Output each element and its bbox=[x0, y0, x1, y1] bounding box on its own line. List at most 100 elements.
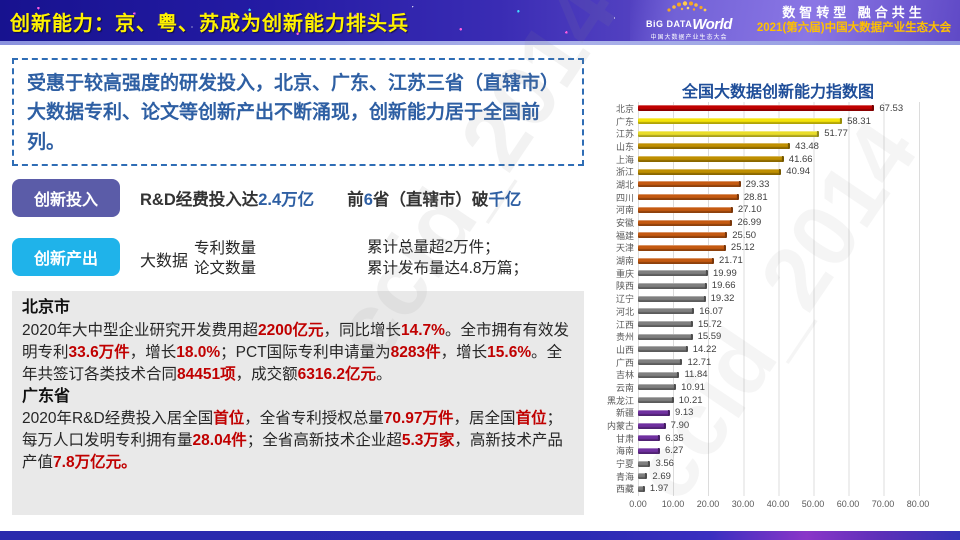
chart-row: 甘肃 6.35 bbox=[602, 432, 958, 445]
bar-area: 6.35 bbox=[638, 433, 954, 444]
chart-row: 上海 41.66 bbox=[602, 153, 958, 166]
bar-area: 19.99 bbox=[638, 268, 954, 279]
bar-area: 25.12 bbox=[638, 242, 954, 253]
chart-row: 湖南 21.71 bbox=[602, 254, 958, 267]
value-label: 29.33 bbox=[745, 178, 770, 190]
output-stack-item: 专利数量 bbox=[194, 239, 257, 257]
bar-area: 58.31 bbox=[638, 116, 954, 127]
bar-area: 67.53 bbox=[638, 103, 954, 114]
bar-area: 51.77 bbox=[638, 128, 954, 139]
text-segment: 2200亿元 bbox=[257, 321, 324, 339]
bar-area: 19.66 bbox=[638, 280, 954, 291]
value-bar bbox=[638, 308, 695, 315]
bar-area: 14.22 bbox=[638, 344, 954, 355]
text-segment: 18.0% bbox=[176, 343, 221, 361]
output-result-item: 累计发布量达4.8万篇； bbox=[367, 260, 529, 277]
chart-row: 陕西 19.66 bbox=[602, 280, 958, 293]
province-label: 海南 bbox=[615, 446, 634, 457]
chart-row: 贵州 15.59 bbox=[602, 330, 958, 343]
province-label: 新疆 bbox=[615, 408, 634, 419]
text-segment: ，全省专利授权总量 bbox=[244, 410, 384, 428]
innovation-input-chip: 创新投入 bbox=[12, 179, 120, 217]
value-label: 10.91 bbox=[681, 381, 705, 393]
value-bar bbox=[638, 130, 820, 137]
chart-row: 天津 25.12 bbox=[602, 242, 958, 255]
province-label: 河南 bbox=[615, 205, 634, 216]
value-label: 27.10 bbox=[737, 204, 762, 216]
value-label: 43.48 bbox=[795, 140, 819, 152]
value-label: 41.66 bbox=[788, 153, 813, 165]
text-segment: 2020年大中型企业研究开发费用超 bbox=[22, 321, 258, 339]
header-bar: 创新能力：京、粤、苏成为创新能力排头兵 BiG DATAWorld 中国大数据产… bbox=[0, 0, 960, 45]
bar-area: 16.07 bbox=[638, 306, 954, 317]
bar-area: 3.56 bbox=[638, 458, 954, 469]
value-label: 19.99 bbox=[712, 267, 737, 279]
province-label: 甘肃 bbox=[615, 433, 634, 444]
value-bar bbox=[638, 384, 677, 391]
text-segment: 。 bbox=[376, 365, 392, 383]
province-label: 宁夏 bbox=[615, 459, 634, 470]
bar-area: 9.13 bbox=[638, 407, 954, 418]
value-bar bbox=[638, 460, 651, 467]
summary-box: 受惠于较高强度的研发投入，北京、广东、江苏三省（直辖市）大数据专利、论文等创新产… bbox=[12, 58, 584, 166]
value-bar bbox=[638, 321, 694, 328]
bar-area: 15.59 bbox=[638, 331, 954, 342]
value-bar bbox=[638, 295, 706, 302]
province-label: 陕西 bbox=[615, 281, 634, 292]
value-label: 10.21 bbox=[678, 394, 703, 406]
province-label: 上海 bbox=[615, 154, 634, 165]
value-label: 6.27 bbox=[664, 445, 684, 457]
header-right-panel: BiG DATAWorld 中国大数据产业生态大会 数智转型 融合共生 2021… bbox=[630, 0, 960, 41]
bar-area: 6.27 bbox=[638, 445, 954, 456]
text-segment: ，居全国 bbox=[453, 410, 516, 428]
chart-row: 河南 27.10 bbox=[602, 204, 958, 217]
province-label: 辽宁 bbox=[615, 294, 634, 305]
chart-row: 新疆 9.13 bbox=[602, 407, 958, 420]
province-label: 浙江 bbox=[615, 167, 634, 178]
value-bar bbox=[638, 244, 726, 251]
value-bar bbox=[638, 346, 688, 353]
chart-row: 广东 58.31 bbox=[602, 115, 958, 128]
value-label: 25.50 bbox=[732, 229, 757, 241]
chart-row: 河北 16.07 bbox=[602, 305, 958, 318]
chart-title: 全国大数据创新能力指数图 bbox=[681, 84, 874, 101]
bar-area: 28.81 bbox=[638, 192, 954, 203]
value-label: 19.66 bbox=[711, 280, 736, 292]
value-bar bbox=[638, 219, 733, 226]
value-label: 15.59 bbox=[697, 331, 722, 343]
chart-row: 浙江 40.94 bbox=[602, 165, 958, 178]
value-label: 26.99 bbox=[737, 217, 762, 229]
bar-area: 43.48 bbox=[638, 141, 954, 152]
province-label: 广东 bbox=[615, 116, 634, 127]
text-segment: 2.4万亿 bbox=[258, 191, 315, 209]
province-label: 云南 bbox=[615, 382, 634, 393]
province-label: 湖北 bbox=[615, 179, 634, 190]
value-label: 16.07 bbox=[699, 305, 724, 317]
text-segment: 33.6万件 bbox=[68, 343, 130, 361]
text-segment: 7.8万亿元。 bbox=[53, 454, 137, 472]
value-bar bbox=[638, 181, 741, 188]
logo-dots-icon bbox=[667, 0, 707, 12]
province-label: 天津 bbox=[615, 243, 634, 254]
chart-row: 辽宁 19.32 bbox=[602, 292, 958, 305]
logo-wordmark: BiG DATAWorld bbox=[630, 17, 748, 33]
value-bar bbox=[638, 409, 670, 416]
province-label: 山东 bbox=[615, 141, 634, 152]
x-tick-label: 0.00 bbox=[629, 499, 647, 510]
province-label: 黑龙江 bbox=[606, 395, 634, 406]
province-label: 湖南 bbox=[615, 256, 634, 267]
value-bar bbox=[638, 194, 739, 201]
value-label: 40.94 bbox=[786, 166, 811, 178]
chart-row: 福建 25.50 bbox=[602, 229, 958, 242]
value-bar bbox=[638, 447, 660, 454]
text-segment: 28.04件 bbox=[192, 432, 247, 450]
province-label: 内蒙古 bbox=[606, 421, 634, 432]
x-tick-label: 80.00 bbox=[906, 499, 930, 510]
chart-row: 云南 10.91 bbox=[602, 381, 958, 394]
x-tick-label: 20.00 bbox=[696, 499, 720, 510]
value-label: 7.90 bbox=[670, 420, 690, 432]
province-label: 青海 bbox=[615, 471, 634, 482]
conference-slogans: 数智转型 融合共生 2021(第六届)中国大数据产业生态大会 bbox=[748, 5, 960, 36]
bar-area: 27.10 bbox=[638, 204, 954, 215]
bar-area: 1.97 bbox=[638, 483, 954, 494]
